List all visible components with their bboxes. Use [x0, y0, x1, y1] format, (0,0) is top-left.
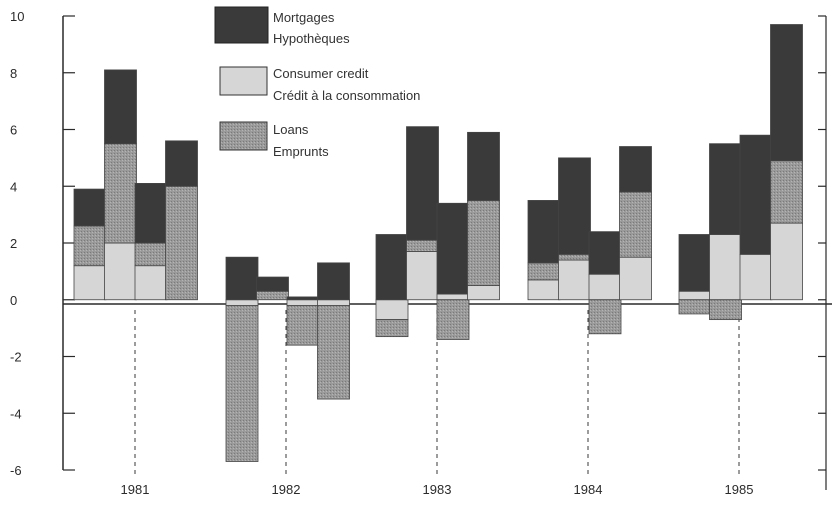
- bar-segment-consumer-credit: [709, 234, 742, 301]
- bar-segment-consumer-credit: [558, 259, 591, 301]
- bar-segment-loans: [436, 299, 470, 340]
- bar-segment-loans: [317, 305, 350, 400]
- bar-segment-loans: [165, 185, 198, 301]
- bar-segment-loans: [104, 143, 137, 244]
- bar-segment-loans: [678, 299, 712, 315]
- bar-segment-loans: [375, 319, 409, 338]
- y-tick-label: 0: [10, 293, 17, 308]
- bar-segment-mortgages: [134, 183, 168, 244]
- legend-label-loans-en: Loans: [273, 122, 309, 137]
- bar-segment-consumer-credit: [619, 256, 652, 301]
- bar-segment-consumer-credit: [104, 242, 137, 301]
- bar-segment-loans: [73, 225, 107, 267]
- legend-swatch-loans: [219, 121, 268, 151]
- year-label: 1983: [423, 482, 452, 497]
- bar-segment-mortgages: [558, 157, 591, 255]
- bar-segment-mortgages: [317, 262, 350, 301]
- bar-segment-mortgages: [375, 234, 409, 301]
- legend-label-consumer-credit-en: Consumer credit: [273, 66, 369, 81]
- y-tick-label: 8: [10, 66, 17, 81]
- bar-segment-consumer-credit: [467, 285, 500, 301]
- legend-item-consumer-credit: Consumer credit Crédit à la consommation: [219, 66, 420, 103]
- bar-segment-mortgages: [286, 296, 320, 301]
- bar-segment-consumer-credit: [134, 265, 168, 301]
- year-label: 1984: [574, 482, 603, 497]
- bar-segment-mortgages: [436, 202, 470, 295]
- bar-segment-loans: [286, 305, 320, 346]
- y-tick-labels: 10 8 6 4 2 0 -2 -4 -6: [10, 9, 24, 478]
- bar-segment-mortgages: [588, 231, 622, 275]
- bar-segment-consumer-credit: [375, 299, 409, 321]
- bar-segment-consumer-credit: [406, 251, 439, 301]
- y-tick-label: -6: [10, 463, 22, 478]
- bar-segment-consumer-credit: [73, 265, 107, 301]
- legend-item-mortgages: Mortgages Hypothèques: [214, 6, 350, 46]
- bar-segment-mortgages: [770, 24, 803, 162]
- legend-label-mortgages-en: Mortgages: [273, 10, 335, 25]
- bar-segment-mortgages: [165, 140, 198, 187]
- bar-segment-consumer-credit: [436, 293, 470, 301]
- y-tick-label: 4: [10, 179, 17, 194]
- legend-swatch-mortgages: [214, 6, 269, 44]
- bar-segment-loans: [225, 305, 259, 462]
- bar-segment-mortgages: [527, 200, 561, 264]
- bar-segment-consumer-credit: [225, 299, 259, 306]
- bar-segment-loans: [467, 200, 500, 286]
- bar-segment-mortgages: [225, 256, 259, 301]
- bar-segment-mortgages: [739, 134, 773, 255]
- bar-segment-mortgages: [467, 131, 500, 201]
- y-tick-label: -4: [10, 406, 22, 421]
- y-tick-label: 6: [10, 123, 17, 138]
- legend-label-loans-fr: Emprunts: [273, 144, 329, 159]
- bar-segment-mortgages: [678, 234, 712, 292]
- bar-segment-mortgages: [73, 188, 107, 227]
- bar-segment-mortgages: [406, 126, 439, 241]
- y-tick-label: -2: [10, 350, 22, 365]
- legend-item-loans: Loans Emprunts: [219, 121, 329, 159]
- year-label: 1985: [725, 482, 754, 497]
- bar-segment-loans: [770, 160, 803, 224]
- legend: Mortgages Hypothèques Consumer credit Cr…: [214, 6, 420, 159]
- bar-segment-consumer-credit: [588, 273, 622, 301]
- bar-segment-mortgages: [256, 276, 289, 292]
- bar-segment-loans: [527, 262, 561, 281]
- bar-segment-loans: [588, 299, 622, 335]
- bar-segment-consumer-credit: [739, 253, 773, 301]
- bar-segment-mortgages: [104, 69, 137, 145]
- y-tick-label: 2: [10, 236, 17, 251]
- bar-segment-consumer-credit: [770, 222, 803, 301]
- y-tick-label: 10: [10, 9, 24, 24]
- legend-label-consumer-credit-fr: Crédit à la consommation: [273, 88, 420, 103]
- bar-segment-mortgages: [709, 143, 742, 235]
- legend-label-mortgages-fr: Hypothèques: [273, 31, 350, 46]
- bar-segment-consumer-credit: [317, 299, 350, 306]
- year-label: 1981: [121, 482, 150, 497]
- bar-segment-consumer-credit: [286, 299, 320, 306]
- bar-segment-consumer-credit: [527, 279, 561, 301]
- bar-segment-loans: [134, 242, 168, 267]
- bar-segment-loans: [619, 191, 652, 258]
- bar-segment-loans: [558, 253, 591, 261]
- bar-segment-consumer-credit: [678, 290, 712, 301]
- bar-segment-loans: [256, 290, 289, 301]
- bar-segment-loans: [406, 239, 439, 252]
- bar-segment-mortgages: [619, 146, 652, 193]
- bar-segments: [73, 24, 803, 462]
- legend-swatch-consumer-credit: [219, 66, 268, 96]
- bar-segment-loans: [709, 299, 742, 321]
- year-label: 1982: [272, 482, 301, 497]
- year-labels: 1981 1982 1983 1984 1985: [121, 482, 754, 497]
- y-tick-marks: [63, 15, 826, 471]
